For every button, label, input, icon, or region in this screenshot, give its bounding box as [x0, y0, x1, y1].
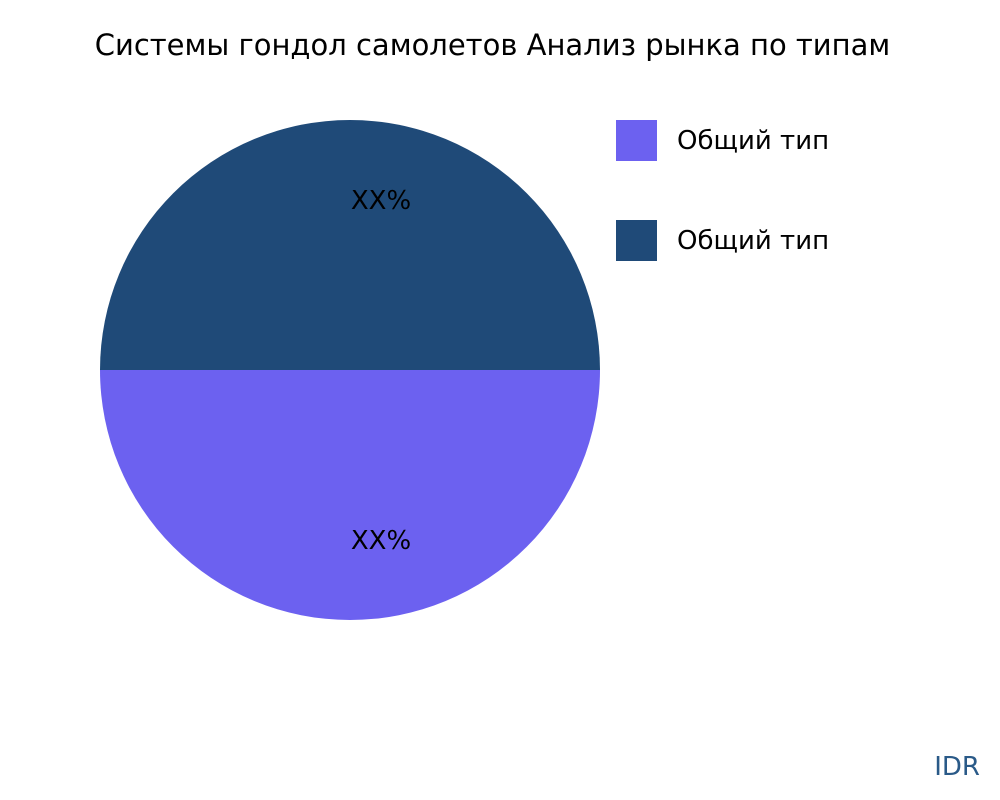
legend-label: Общий тип — [677, 125, 830, 156]
slice-data-label: XX% — [351, 186, 411, 216]
chart-title: Системы гондол самолетов Анализ рынка по… — [94, 28, 891, 62]
pie-slice — [100, 370, 600, 620]
legend-swatch — [616, 120, 657, 161]
legend-swatch — [616, 220, 657, 261]
pie-slice — [100, 120, 600, 370]
watermark-logo: IDR — [934, 752, 980, 782]
slice-data-label: XX% — [351, 526, 411, 556]
legend-item: Общий тип — [616, 120, 829, 161]
legend-label: Общий тип — [677, 225, 830, 256]
legend-item: Общий тип — [616, 220, 829, 261]
